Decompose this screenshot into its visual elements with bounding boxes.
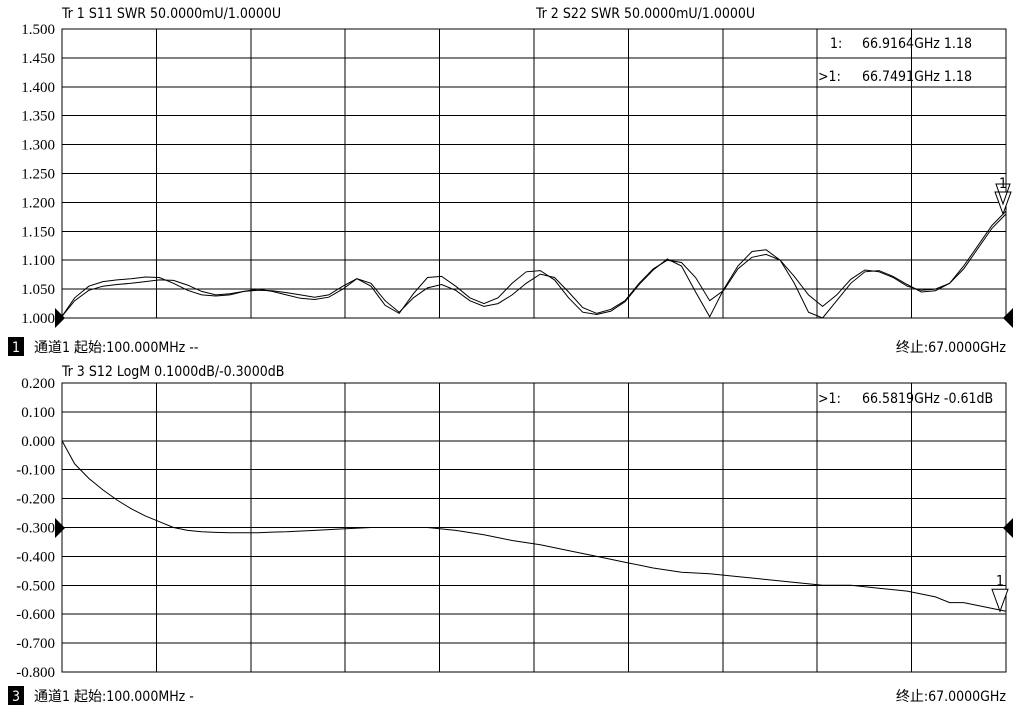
logmag-grid	[61, 382, 1007, 673]
y-tick-label: 1.400	[21, 80, 55, 96]
marker3-active-label: >1:	[818, 391, 841, 407]
channel1-stop-freq: 终止:67.0000GHz	[896, 340, 1007, 356]
logmag-plot-panel: Tr 3 S12 LogM 0.1000dB/-0.3000dB 0.2000.…	[8, 364, 1013, 705]
marker3-active-readout: 66.5819GHz -0.61dB	[862, 391, 993, 407]
channel3-badge: 3	[12, 689, 20, 705]
y-tick-label: 0.100	[21, 405, 55, 421]
trace1-header: Tr 1 S11 SWR 50.0000mU/1.0000U	[61, 6, 281, 22]
swr-reference-arrow-left[interactable]	[55, 308, 65, 328]
y-tick-label: 1.350	[21, 109, 55, 125]
channel3-stop-freq: 终止:67.0000GHz	[896, 689, 1007, 705]
trace-line-2	[61, 210, 1007, 319]
logmag-traces	[61, 440, 1007, 612]
logmag-y-tick-labels: 0.200 0.100 0.000 -0.100 -0.200 -0.300 -0.400 -…	[16, 376, 55, 681]
y-tick-label: 1.150	[21, 224, 55, 240]
y-tick-label: -0.700	[16, 636, 55, 652]
marker1-label: 1:	[830, 36, 842, 52]
y-tick-label: 1.050	[21, 282, 55, 298]
channel1-start-freq: 通道1 起始:100.000MHz --	[34, 340, 198, 356]
channel1-badge: 1	[12, 340, 20, 356]
y-tick-label: 1.000	[21, 311, 55, 327]
y-tick-label: 1.250	[21, 167, 55, 183]
y-tick-label: -0.300	[16, 521, 55, 537]
swr-grid	[61, 28, 1007, 319]
logmag-reference-arrow-right[interactable]	[1003, 518, 1013, 538]
swr-y-tick-labels: 1.500 1.450 1.400 1.350 1.300 1.250 1.200 1.150…	[21, 22, 55, 327]
y-tick-label: 1.500	[21, 22, 55, 38]
marker1-readout: 66.9164GHz 1.18	[862, 36, 972, 52]
swr-marker-triangle[interactable]: 1	[994, 176, 1012, 216]
y-tick-label: 1.200	[21, 195, 55, 211]
swr-plot-panel: Tr 1 S11 SWR 50.0000mU/1.0000U Tr 2 S22 …	[8, 6, 1013, 356]
y-tick-label: 0.200	[21, 376, 55, 392]
y-tick-label: 1.100	[21, 253, 55, 269]
channel1-badge-box	[8, 337, 24, 356]
trace3-header: Tr 3 S12 LogM 0.1000dB/-0.3000dB	[61, 364, 284, 380]
y-tick-label: -0.600	[16, 607, 55, 623]
y-tick-label: -0.500	[16, 578, 55, 594]
y-tick-label: 1.300	[21, 138, 55, 154]
y-tick-label: -0.100	[16, 463, 55, 479]
trace2-header: Tr 2 S22 SWR 50.0000mU/1.0000U	[535, 6, 755, 22]
marker-number: 1	[999, 176, 1007, 192]
marker-number: 1	[996, 573, 1004, 589]
channel3-badge-box	[8, 686, 24, 705]
y-tick-label: -0.400	[16, 549, 55, 565]
y-tick-label: 0.000	[21, 434, 55, 450]
marker1-active-label: >1:	[818, 69, 841, 85]
channel3-start-freq: 通道1 起始:100.000MHz -	[34, 689, 194, 705]
logmag-reference-arrow-left[interactable]	[55, 518, 65, 538]
trace-line-1	[61, 440, 1007, 612]
trace-line-1	[61, 213, 1007, 317]
logmag-marker-triangle[interactable]: 1	[991, 573, 1009, 613]
y-tick-label: 1.450	[21, 51, 55, 67]
y-tick-label: -0.800	[16, 665, 55, 681]
swr-traces	[61, 210, 1007, 319]
marker-triangle-secondary[interactable]	[995, 183, 1011, 206]
marker-triangle[interactable]	[991, 588, 1009, 613]
marker1-active-readout: 66.7491GHz 1.18	[862, 69, 972, 85]
swr-reference-arrow-right[interactable]	[1003, 308, 1013, 328]
y-tick-label: -0.200	[16, 492, 55, 508]
